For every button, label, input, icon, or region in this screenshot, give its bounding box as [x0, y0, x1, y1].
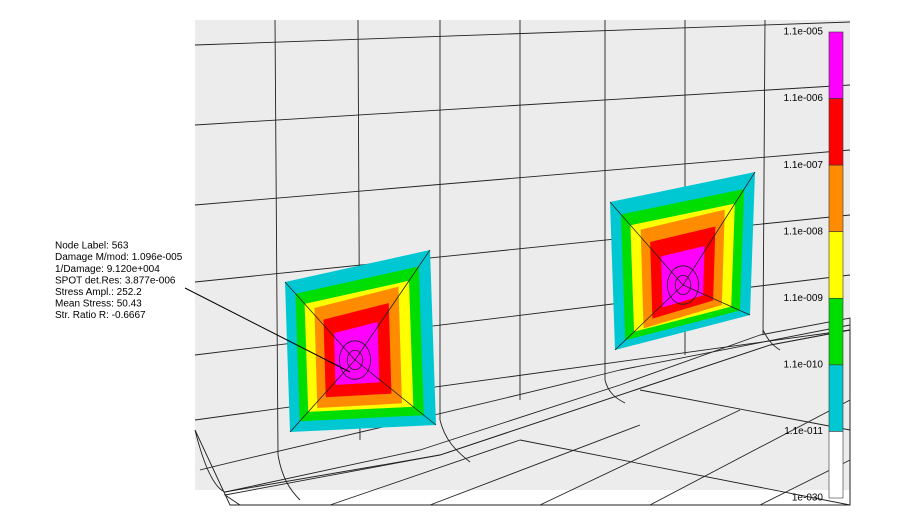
legend-label: 1.1e-010 — [784, 359, 824, 370]
mesh-edge — [682, 284, 751, 316]
legend-band — [828, 364, 844, 432]
annotation-line: Stress Ampl.: 252.2 — [55, 287, 142, 298]
legend-label: 1.1e-006 — [784, 93, 824, 104]
annotation-line: Damage M/mod: 1.096e-005 — [55, 252, 183, 263]
mesh-edge — [609, 201, 684, 286]
annotation-line: Mean Stress: 50.43 — [55, 299, 142, 310]
leader-line — [184, 287, 351, 373]
legend-band — [828, 297, 844, 366]
mesh-edge — [682, 171, 756, 286]
mesh-edge — [354, 359, 437, 426]
legend-band — [828, 431, 844, 499]
legend-label: 1e-030 — [792, 493, 824, 504]
legend-label: 1.1e-011 — [784, 426, 823, 437]
annotation-line: Str. Ratio R: -0.6667 — [55, 310, 146, 321]
legend-label: 1.1e-008 — [784, 226, 824, 237]
contour-band — [661, 246, 705, 308]
legend-band — [828, 98, 844, 166]
annotation-line: Node Label: 563 — [55, 241, 129, 252]
hotspots — [284, 171, 756, 433]
mesh-edge — [289, 359, 356, 433]
legend-band — [828, 231, 844, 299]
mesh-ring — [674, 274, 692, 295]
fillet — [194, 317, 851, 506]
legend: 1.1e-005 1.1e-006 1.1e-007 1.1e-008 1.1e-009… — [784, 27, 844, 504]
legend-band — [828, 31, 844, 99]
legend-band — [828, 164, 844, 233]
legend-label: 1.1e-007 — [784, 160, 824, 171]
annotation-line: 1/Damage: 9.120e+004 — [55, 264, 160, 275]
mesh-ring — [667, 265, 700, 305]
mesh-edge — [354, 249, 431, 361]
mesh-ring — [346, 349, 364, 370]
annotation-line: SPOT det.Res: 3.877e-006 — [55, 275, 176, 286]
legend-label: 1.1e-009 — [784, 293, 824, 304]
legend-label: 1.1e-005 — [784, 27, 824, 38]
mesh-edge — [614, 284, 684, 351]
mesh-ring — [338, 340, 371, 380]
